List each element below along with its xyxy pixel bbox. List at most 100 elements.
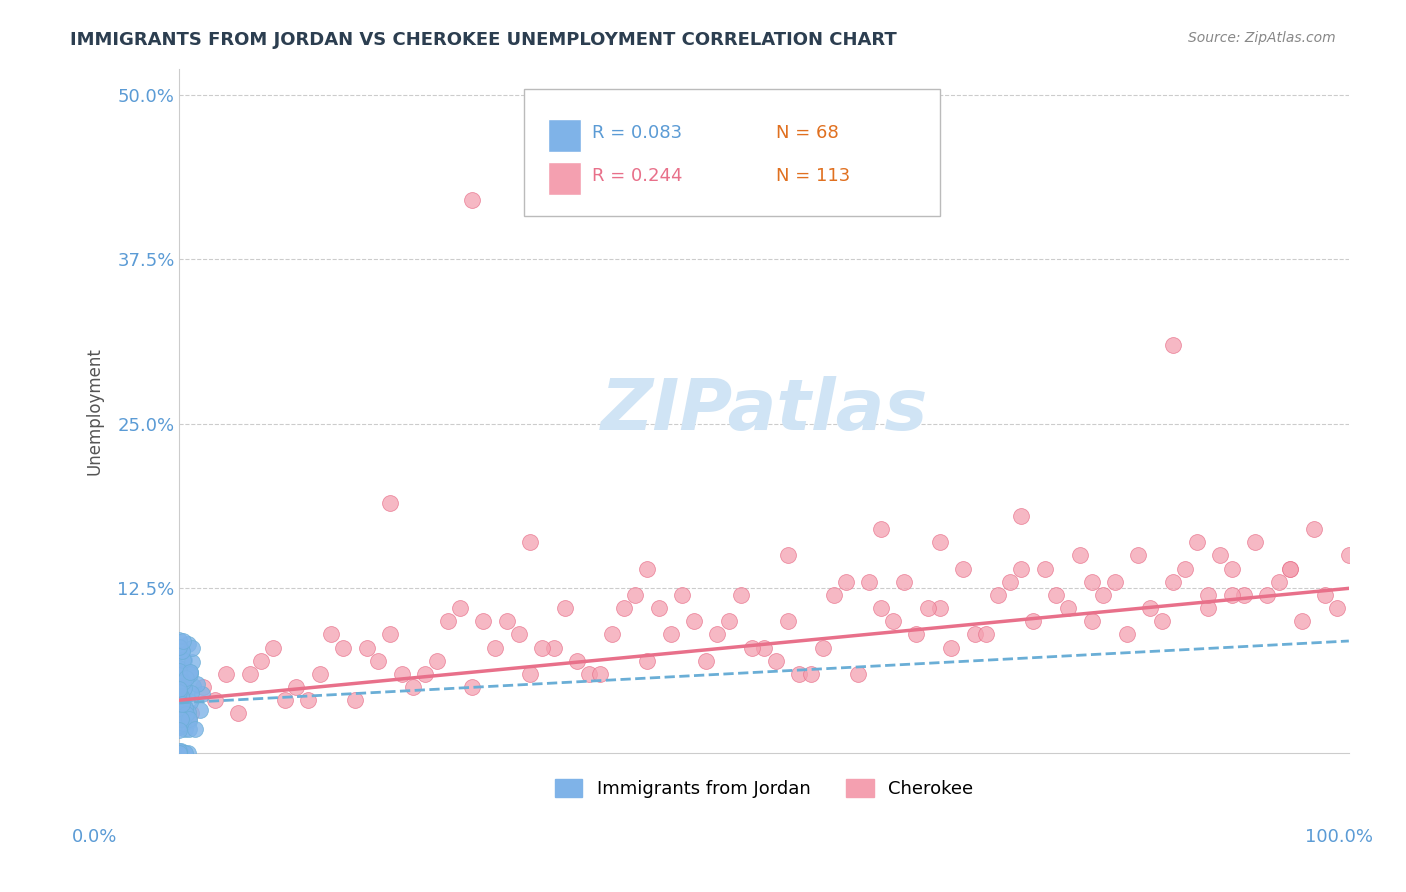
Point bbox=[963, 627, 986, 641]
Point bbox=[169, 640, 191, 655]
Point bbox=[169, 664, 191, 678]
Point bbox=[169, 719, 191, 733]
Point bbox=[169, 746, 191, 760]
Point bbox=[1092, 588, 1115, 602]
Y-axis label: Unemployment: Unemployment bbox=[86, 347, 103, 475]
Point bbox=[1128, 549, 1150, 563]
Point bbox=[172, 698, 194, 712]
Point bbox=[530, 640, 553, 655]
Point bbox=[204, 693, 226, 707]
Point bbox=[1244, 535, 1267, 549]
Point bbox=[186, 677, 208, 691]
Point bbox=[176, 671, 198, 685]
Point bbox=[391, 666, 413, 681]
Point bbox=[484, 640, 506, 655]
Point bbox=[1163, 574, 1185, 589]
Point bbox=[262, 640, 284, 655]
Point bbox=[776, 614, 799, 628]
Point bbox=[671, 588, 693, 602]
Point bbox=[1045, 588, 1067, 602]
Point bbox=[169, 723, 191, 738]
Point bbox=[169, 679, 191, 693]
Point bbox=[180, 655, 202, 669]
Point bbox=[170, 746, 193, 760]
Point bbox=[998, 574, 1021, 589]
Point bbox=[952, 561, 974, 575]
Point bbox=[174, 746, 197, 760]
Point bbox=[183, 679, 205, 693]
Point bbox=[870, 601, 893, 615]
Point bbox=[172, 716, 194, 731]
Point bbox=[170, 744, 193, 758]
Point bbox=[172, 634, 194, 648]
Point bbox=[1174, 561, 1197, 575]
Point bbox=[1232, 588, 1254, 602]
Point bbox=[183, 722, 205, 736]
Point bbox=[426, 654, 449, 668]
Point bbox=[495, 614, 517, 628]
Point bbox=[437, 614, 460, 628]
Point bbox=[1315, 588, 1337, 602]
Point bbox=[173, 653, 195, 667]
Point bbox=[683, 614, 706, 628]
Point bbox=[169, 633, 191, 648]
Point bbox=[356, 640, 378, 655]
Point bbox=[273, 693, 295, 707]
Point bbox=[172, 674, 194, 689]
Point bbox=[974, 627, 997, 641]
Point bbox=[215, 666, 238, 681]
Point bbox=[718, 614, 741, 628]
Point bbox=[1337, 549, 1360, 563]
Point bbox=[1010, 561, 1032, 575]
Point bbox=[169, 640, 191, 655]
Text: ZIPatlas: ZIPatlas bbox=[600, 376, 928, 445]
Point bbox=[543, 640, 565, 655]
Point bbox=[180, 686, 202, 700]
Point bbox=[378, 496, 401, 510]
Point bbox=[177, 746, 200, 760]
Point bbox=[169, 715, 191, 730]
Point bbox=[173, 722, 195, 736]
Point bbox=[1198, 601, 1220, 615]
Point bbox=[472, 614, 495, 628]
Point bbox=[1198, 588, 1220, 602]
Point bbox=[1010, 508, 1032, 523]
Point bbox=[811, 640, 834, 655]
Point bbox=[169, 743, 191, 757]
Point bbox=[1279, 561, 1302, 575]
Point bbox=[1033, 561, 1056, 575]
Point bbox=[173, 746, 195, 760]
Point bbox=[1267, 574, 1289, 589]
Point bbox=[169, 745, 191, 759]
Point bbox=[508, 627, 530, 641]
Point bbox=[695, 654, 717, 668]
Point bbox=[179, 665, 201, 679]
Point bbox=[180, 706, 202, 721]
Point bbox=[239, 666, 262, 681]
Point bbox=[170, 713, 193, 727]
Point bbox=[169, 681, 191, 696]
Point bbox=[321, 627, 343, 641]
Point bbox=[226, 706, 249, 721]
Text: N = 113: N = 113 bbox=[776, 167, 851, 185]
Point bbox=[169, 719, 191, 733]
Point bbox=[519, 666, 541, 681]
Point bbox=[624, 588, 647, 602]
Point bbox=[169, 667, 191, 681]
Point bbox=[1209, 549, 1232, 563]
Point bbox=[589, 666, 612, 681]
Point bbox=[169, 681, 191, 696]
Point bbox=[1080, 614, 1102, 628]
Point bbox=[776, 549, 799, 563]
FancyBboxPatch shape bbox=[524, 89, 939, 216]
Point bbox=[787, 666, 810, 681]
Point bbox=[461, 193, 484, 207]
Point bbox=[169, 746, 191, 760]
Point bbox=[179, 722, 201, 736]
Point bbox=[169, 708, 191, 723]
Point bbox=[741, 640, 763, 655]
Text: Source: ZipAtlas.com: Source: ZipAtlas.com bbox=[1188, 31, 1336, 45]
Point bbox=[905, 627, 928, 641]
Point bbox=[1115, 627, 1137, 641]
Point bbox=[893, 574, 915, 589]
